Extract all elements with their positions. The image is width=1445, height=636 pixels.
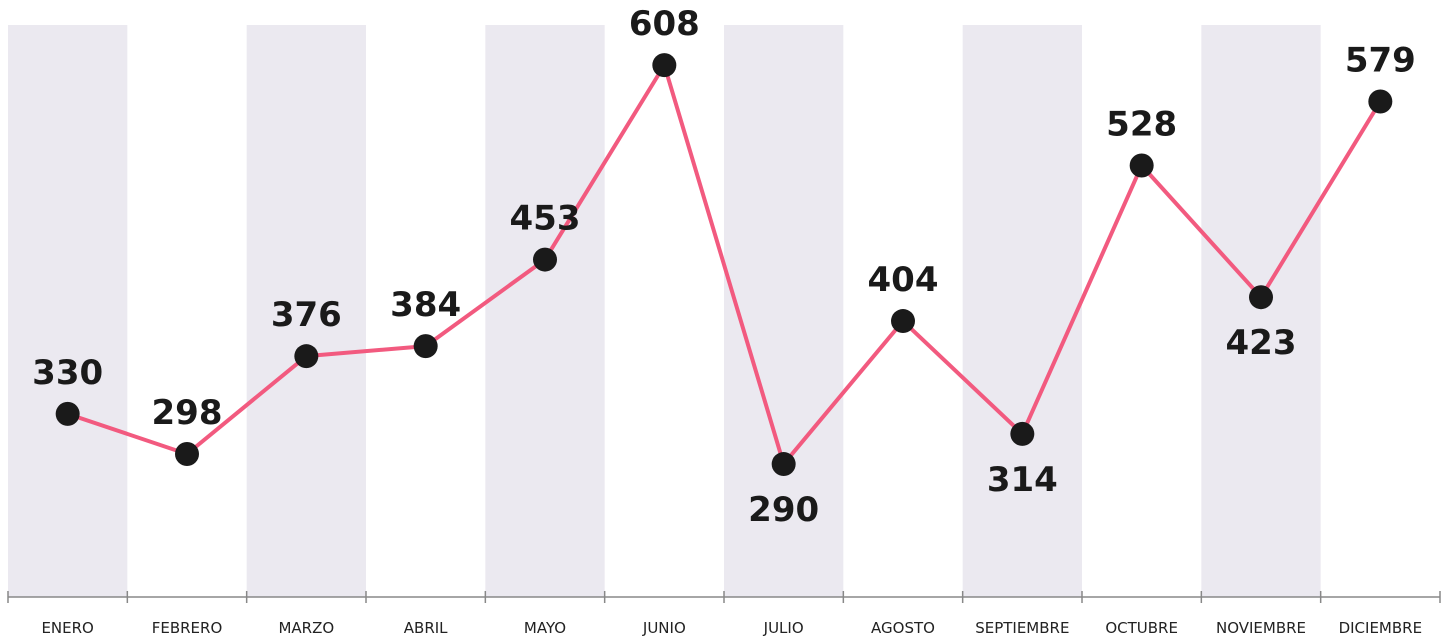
value-label: 376 bbox=[271, 295, 342, 335]
value-label: 290 bbox=[748, 490, 819, 530]
band bbox=[246, 25, 366, 597]
value-label: 423 bbox=[1226, 323, 1297, 363]
marker bbox=[294, 344, 319, 369]
x-tick-label: ENERO bbox=[41, 619, 93, 636]
band bbox=[724, 25, 844, 597]
marker bbox=[55, 401, 80, 426]
x-tick-label: JULIO bbox=[763, 619, 804, 636]
marker bbox=[413, 334, 438, 359]
band bbox=[485, 25, 605, 597]
marker bbox=[1010, 421, 1035, 446]
x-tick-label: MAYO bbox=[524, 619, 566, 636]
value-label: 384 bbox=[390, 285, 461, 325]
x-tick-label: SEPTIEMBRE bbox=[975, 619, 1069, 636]
value-label: 608 bbox=[629, 4, 700, 44]
marker bbox=[771, 452, 796, 477]
value-label: 330 bbox=[32, 353, 103, 393]
x-tick-label: FEBRERO bbox=[152, 619, 223, 636]
marker bbox=[533, 247, 557, 272]
marker bbox=[1249, 285, 1273, 310]
band bbox=[962, 25, 1082, 597]
marker bbox=[175, 442, 199, 466]
x-tick-label: JUNIO bbox=[642, 619, 686, 636]
x-tick-label: NOVIEMBRE bbox=[1216, 619, 1306, 636]
marker bbox=[1129, 153, 1154, 178]
x-tick-label: DICIEMBRE bbox=[1339, 619, 1422, 636]
x-tick-label: MARZO bbox=[278, 619, 334, 636]
line bbox=[67, 63, 1383, 467]
band bbox=[1201, 25, 1321, 597]
marker bbox=[652, 53, 677, 78]
band bbox=[8, 25, 128, 597]
x-tick-label: ABRIL bbox=[404, 619, 448, 636]
marker bbox=[891, 309, 915, 334]
value-label: 314 bbox=[987, 460, 1058, 500]
value-label: 298 bbox=[152, 393, 223, 433]
value-label: 579 bbox=[1345, 41, 1416, 81]
marker bbox=[1368, 89, 1393, 114]
x-tick-label: OCTUBRE bbox=[1105, 619, 1178, 636]
x-tick-label: AGOSTO bbox=[871, 619, 935, 636]
value-label: 404 bbox=[868, 260, 939, 300]
value-label: 453 bbox=[510, 199, 581, 239]
value-label: 528 bbox=[1106, 104, 1177, 144]
